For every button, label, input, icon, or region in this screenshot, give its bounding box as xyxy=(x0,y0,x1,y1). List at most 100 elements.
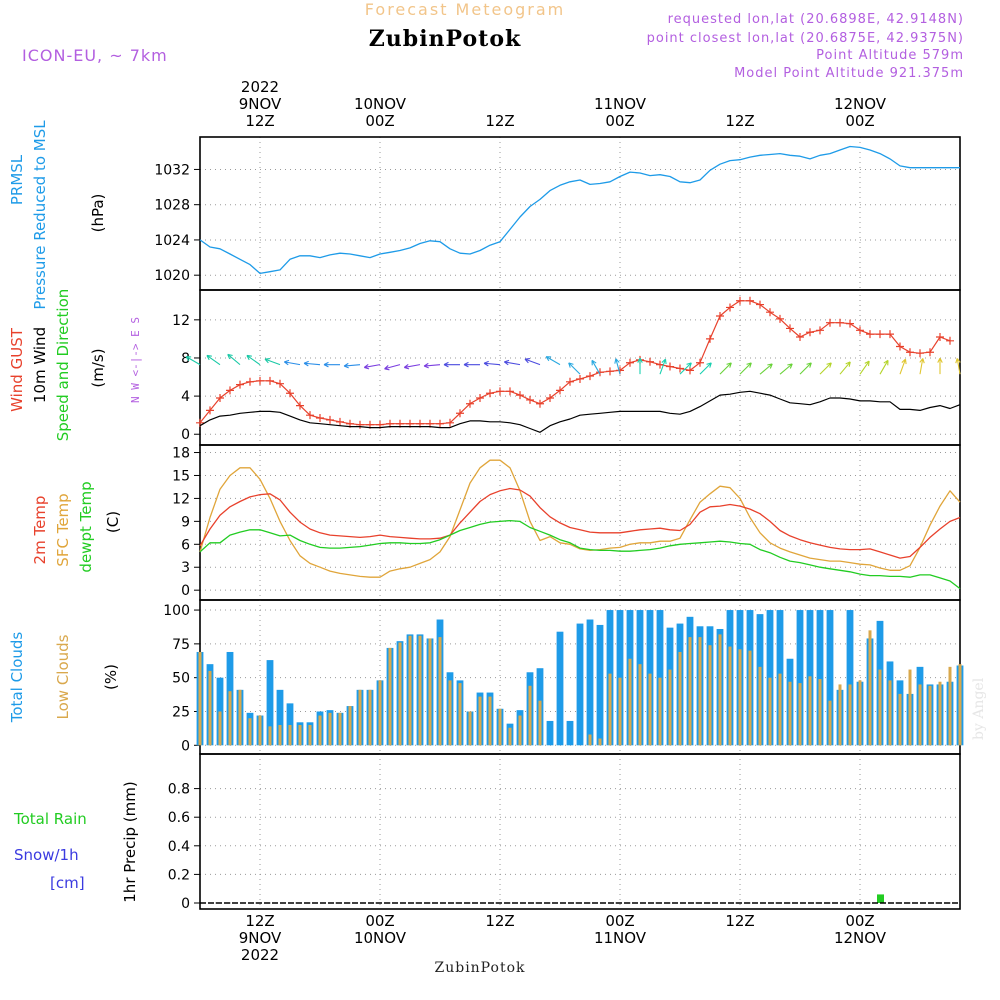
low-cloud-bar xyxy=(378,680,382,746)
low-cloud-bar xyxy=(708,645,712,746)
low-cloud-bar xyxy=(418,635,422,746)
gust-marker xyxy=(606,367,614,376)
gust-marker xyxy=(556,386,564,395)
low-cloud-bar xyxy=(258,715,262,746)
low-cloud-bar xyxy=(668,669,672,746)
low-cloud-bar xyxy=(238,689,242,746)
wind-direction-arrow xyxy=(759,363,773,375)
low-cloud-bar xyxy=(778,673,782,746)
low-cloud-bar xyxy=(858,680,862,746)
gust-marker xyxy=(326,415,334,424)
low-cloud-bar xyxy=(878,669,882,746)
total-cloud-bar xyxy=(586,619,594,746)
gust-marker xyxy=(886,330,894,339)
low-cloud-bar xyxy=(428,638,432,746)
gust-marker xyxy=(496,387,504,396)
low-cloud-bar xyxy=(528,685,532,746)
low-cloud-bar xyxy=(638,664,642,746)
pressure-panel: 1020 1024 1028 1032 xyxy=(154,136,961,291)
gust-marker xyxy=(946,336,954,345)
low-cloud-bar xyxy=(348,706,352,746)
precip-panel: 0 0.2 0.4 0.6 0.8 xyxy=(168,753,961,912)
low-cloud-bar xyxy=(388,647,392,746)
low-cloud-bar xyxy=(488,696,492,746)
gust-marker xyxy=(696,358,704,367)
wind-direction-arrow xyxy=(524,358,541,366)
wind-direction-arrow xyxy=(303,360,321,367)
low-cloud-bar xyxy=(598,738,602,746)
gust-marker xyxy=(546,394,554,403)
wind-direction-arrow xyxy=(699,362,712,375)
bottom-time-label: 2022 xyxy=(241,946,279,964)
bottom-time-label: 00Z xyxy=(845,912,874,930)
low-cloud-bar xyxy=(958,664,962,746)
sfc-temp-line xyxy=(199,459,961,578)
gust-marker xyxy=(756,300,764,309)
y-tick-label: 0.4 xyxy=(168,839,190,855)
y-tick-label: 100 xyxy=(163,603,190,619)
low-cloud-bar xyxy=(738,649,742,746)
low-cloud-bar xyxy=(868,630,872,746)
gust-marker xyxy=(856,326,864,335)
low-cloud-bar xyxy=(328,712,332,746)
low-cloud-bar xyxy=(248,718,252,746)
low-cloud-bar xyxy=(808,676,812,746)
gust-marker xyxy=(796,332,804,341)
top-time-label: 11NOV xyxy=(594,95,647,113)
low-cloud-bar xyxy=(678,651,682,746)
y-tick-label: 18 xyxy=(172,446,190,462)
total-cloud-bar xyxy=(566,720,574,746)
gust-axis-title: Wind GUST xyxy=(8,327,26,412)
temp-2m-axis-title: 2m Temp xyxy=(31,496,49,565)
low-cloud-bar xyxy=(718,634,722,746)
gust-line xyxy=(199,300,951,426)
total-cloud-bar xyxy=(276,689,284,746)
gust-marker xyxy=(916,349,924,358)
y-tick-label: 0.8 xyxy=(168,782,190,798)
gust-marker xyxy=(486,389,494,398)
dewpt-axis-title: dewpt Temp xyxy=(77,481,95,572)
low-cloud-bar xyxy=(828,700,832,746)
gust-marker xyxy=(566,377,574,386)
gust-marker xyxy=(236,380,244,389)
wind-panel: 0 4 8 12 N W <-|-> E S xyxy=(129,289,961,446)
location-title: ZubinPotok xyxy=(369,26,522,52)
y-tick-label: 12 xyxy=(172,491,190,507)
wind-direction-arrow xyxy=(614,358,621,375)
top-time-label: 10NOV xyxy=(354,95,407,113)
low-cloud-bar xyxy=(438,637,442,746)
low-cloud-bar xyxy=(278,725,282,746)
low-cloud-bar xyxy=(298,725,302,746)
y-tick-label: 50 xyxy=(172,671,190,687)
bottom-time-label: 00Z xyxy=(605,912,634,930)
total-cloud-bar xyxy=(826,610,834,746)
gust-marker xyxy=(296,401,304,410)
wind-direction-arrow xyxy=(246,354,261,366)
gust-marker xyxy=(646,357,654,366)
rain-bar xyxy=(877,894,884,903)
wind-units: (m/s) xyxy=(89,348,107,387)
gust-marker xyxy=(786,324,794,333)
pressure-axis-subtitle: Pressure Reduced to MSL xyxy=(31,120,49,310)
gust-marker xyxy=(686,366,694,375)
rain-legend: Total Rain xyxy=(13,810,87,828)
y-tick-label: 0 xyxy=(181,427,190,443)
wind-direction-arrow xyxy=(283,359,301,366)
low-cloud-bar xyxy=(898,693,902,746)
low-cloud-bar xyxy=(468,711,472,746)
wind-direction-arrow xyxy=(264,358,281,366)
watermark: by Angel xyxy=(971,677,987,740)
low-cloud-bar xyxy=(768,677,772,746)
low-cloud-bar xyxy=(698,637,702,746)
gust-marker xyxy=(306,411,314,420)
total-cloud-bar xyxy=(266,660,274,746)
low-cloud-bar xyxy=(848,684,852,746)
side-labels: PRMSL Pressure Reduced to MSL (hPa) Wind GU… xyxy=(8,120,139,903)
top-time-label: 2022 xyxy=(241,78,279,96)
gust-marker xyxy=(506,387,514,396)
low-cloud-bar xyxy=(608,673,612,746)
low-cloud-bar xyxy=(748,650,752,746)
gust-marker xyxy=(626,358,634,367)
top-time-label: 00Z xyxy=(605,112,634,130)
gust-marker xyxy=(766,308,774,317)
